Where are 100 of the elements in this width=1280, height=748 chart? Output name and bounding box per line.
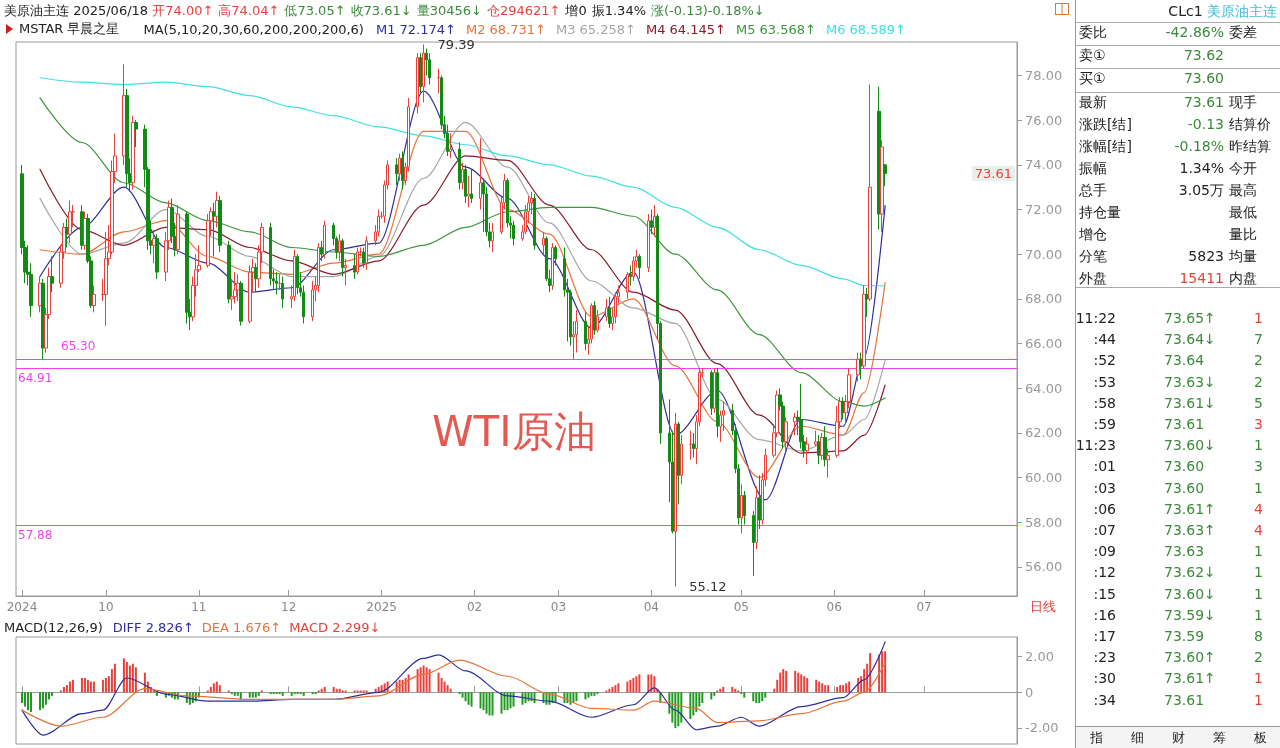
text: 73.64↓ [1164,331,1216,348]
text: M4 64.145↑ [645,21,726,37]
y-tick-label: 66.00 [1025,336,1063,352]
y-tick-label: 76.00 [1025,112,1063,128]
text: -0.18% [1174,138,1224,154]
chart-title: 美原油主连 [4,3,69,18]
x-tick-label: 12 [281,600,297,614]
annotation: 55.12 [689,579,727,595]
text: 73.61 [1164,416,1205,432]
text: :30 [1093,670,1116,687]
text: 73.64 [1164,352,1205,369]
x-tick-label: 04 [643,600,660,614]
x-tick-label: 03 [550,600,567,614]
y-tick-label: 74.00 [1025,157,1063,173]
text: 1 [1254,543,1263,560]
x-tick-label: 02 [466,600,483,614]
text: :44 [1093,331,1116,348]
text: MACD 2.299↓ [289,620,381,635]
text: 内盘 [1229,270,1257,288]
text: 73.61 [1164,691,1205,708]
text: :07 [1093,522,1116,538]
text: DIFF 2.826↑ [112,620,194,635]
text: MSTAR 早晨之星 [19,20,120,38]
text: :12 [1093,564,1116,581]
chart-subtitle: 2025/06/18 [73,3,149,18]
text: 美原油主连 [1207,3,1277,19]
text: 73.62↓ [1164,564,1216,581]
text: :53 [1093,373,1116,390]
text: 板 [1254,729,1267,747]
text: :16 [1093,606,1116,623]
text: 增仓 [1079,226,1107,244]
ref-line-label: 65.30 [61,339,96,354]
text: :23 [1093,649,1116,666]
text: 1 [1254,585,1263,602]
text: 1 [1254,479,1263,496]
text: 最高 [1229,182,1257,200]
text: 3 [1254,458,1263,475]
text: 量30456↓ [416,3,482,18]
text: CLc1 [1168,3,1203,19]
text: 1 [1254,670,1263,687]
x-tick-label: 11 [191,600,207,614]
text: 最低 [1229,204,1257,222]
text: 低73.05↑ [284,3,346,18]
y-tick-label: 0 [1025,684,1034,700]
text: 最新 [1079,94,1107,112]
text: 筹 [1213,729,1226,747]
y-tick-label: 56.00 [1025,559,1063,575]
text: 外盘 [1079,270,1107,288]
text: 5823 [1188,248,1224,264]
text: :15 [1093,585,1116,602]
text: 73.61 [1183,94,1224,110]
ref-line-label: 64.91 [18,370,53,385]
text: 涨幅[结] [1079,138,1132,156]
text: 昨结算 [1229,138,1271,156]
text: 15411 [1179,270,1224,286]
text: 结算价 [1229,116,1271,134]
text: :52 [1093,352,1116,369]
chart-title: MACD(12,26,9) [4,620,103,635]
text: 增0 [565,3,587,18]
x-tick-label: 06 [826,600,842,614]
text: 现手 [1229,94,1257,112]
text: 细 [1131,729,1144,747]
text: 委比 [1079,24,1107,42]
text: :59 [1093,416,1116,432]
x-tick-label: 07 [916,600,932,614]
y-tick-label: 60.00 [1025,470,1063,486]
y-tick-label: 62.00 [1025,425,1063,441]
text: 持仓量 [1079,204,1121,222]
text: DEA 1.676↑ [201,620,282,635]
y-tick-label: -2.00 [1025,720,1059,736]
text: 今开 [1229,160,1257,178]
text: 仓294621↑ [486,3,561,18]
text: -0.13 [1187,116,1224,132]
text: :03 [1093,479,1116,496]
text: 73.60 [1183,70,1224,86]
y-tick-label: 78.00 [1025,68,1063,84]
x-tick-label: 2025 [366,600,397,614]
text: 73.65↑ [1164,310,1216,326]
text: 73.63↑ [1164,522,1216,538]
text: 73.60↓ [1164,585,1216,602]
text: 量比 [1229,226,1257,244]
text: 73.60↓ [1164,437,1216,454]
text: 11:22 [1075,310,1116,326]
text: 5 [1254,394,1263,411]
text: 3.05万 [1178,182,1224,200]
text: 卖① [1079,47,1106,65]
text: 4 [1254,522,1263,538]
text: 8 [1254,628,1263,644]
text: 1 [1254,310,1263,326]
text: 11:23 [1075,437,1116,454]
y-tick-label: 64.00 [1025,380,1063,396]
text: 4 [1254,500,1263,517]
x-tick-label: 2024 [6,600,38,614]
text: 均量 [1229,248,1257,266]
text: 73.61↓ [1164,394,1216,411]
text: 财 [1172,729,1185,747]
text: M5 63.568↑ [735,21,816,37]
text: 1 [1254,437,1263,454]
text: 73.63↓ [1164,373,1216,390]
text: 涨跌[结] [1079,116,1132,134]
